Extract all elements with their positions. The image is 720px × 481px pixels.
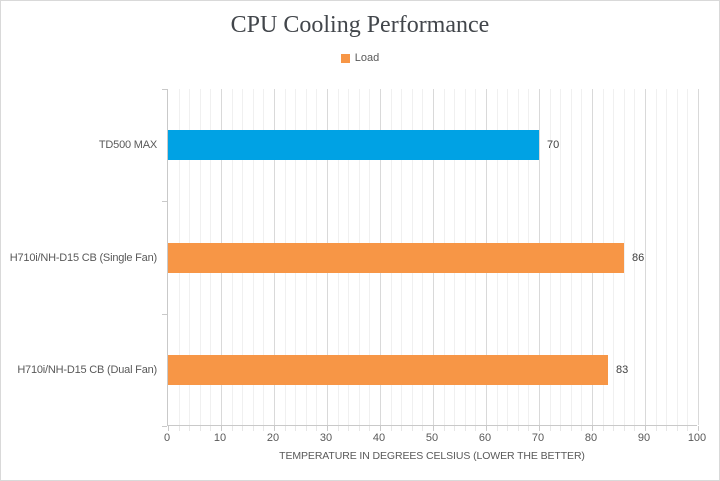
x-axis-tick-label: 70 [531, 432, 545, 444]
gridline-minor [677, 89, 678, 425]
x-tick-mark [624, 426, 625, 431]
x-tick-mark [656, 426, 657, 431]
x-tick-mark [391, 426, 392, 431]
x-tick-mark [581, 426, 582, 431]
gridline-minor [656, 89, 657, 425]
y-tick-mark [162, 314, 167, 315]
x-axis-tick-label: 80 [584, 432, 598, 444]
x-tick-mark [316, 426, 317, 431]
x-tick-mark [433, 426, 434, 431]
bar-value-label: 70 [547, 139, 560, 151]
chart-title: CPU Cooling Performance [230, 12, 490, 38]
bar [168, 243, 624, 273]
x-tick-mark [179, 426, 180, 431]
category-label: H710i/NH-D15 CB (Single Fan) [9, 252, 157, 264]
gridline-minor [634, 89, 635, 425]
x-axis-tick-label: 90 [637, 432, 651, 444]
gridline-minor [624, 89, 625, 425]
gridline-minor [666, 89, 667, 425]
x-axis-tick-label: 100 [687, 432, 707, 444]
x-tick-mark [613, 426, 614, 431]
x-axis-tick-label: 10 [213, 432, 227, 444]
x-tick-mark [210, 426, 211, 431]
x-tick-mark [603, 426, 604, 431]
x-tick-mark [242, 426, 243, 431]
x-tick-mark [687, 426, 688, 431]
x-tick-mark [285, 426, 286, 431]
x-tick-mark [359, 426, 360, 431]
x-tick-mark [677, 426, 678, 431]
x-tick-mark [338, 426, 339, 431]
x-tick-mark [295, 426, 296, 431]
y-tick-mark [162, 89, 167, 90]
bar-value-label: 83 [616, 364, 629, 376]
x-tick-mark [539, 426, 540, 431]
x-tick-mark [454, 426, 455, 431]
x-tick-mark [232, 426, 233, 431]
x-axis-tick-label: 30 [319, 432, 333, 444]
bar [168, 130, 539, 160]
x-tick-mark [412, 426, 413, 431]
x-tick-mark [348, 426, 349, 431]
x-tick-mark [571, 426, 572, 431]
x-tick-mark [306, 426, 307, 431]
x-tick-mark [200, 426, 201, 431]
x-axis-tick-label: 40 [372, 432, 386, 444]
y-tick-mark [162, 201, 167, 202]
x-tick-mark [327, 426, 328, 431]
x-tick-mark [698, 426, 699, 431]
x-axis-tick-label: 60 [478, 432, 492, 444]
x-tick-mark [369, 426, 370, 431]
x-tick-mark [528, 426, 529, 431]
x-axis-tick-label: 0 [163, 432, 171, 444]
bar-value-label: 86 [632, 252, 645, 264]
x-tick-mark [592, 426, 593, 431]
legend-label: Load [354, 52, 380, 64]
x-tick-mark [274, 426, 275, 431]
x-tick-mark [645, 426, 646, 431]
x-tick-mark [444, 426, 445, 431]
x-tick-mark [518, 426, 519, 431]
legend: Load [1, 52, 719, 64]
gridline-major [698, 89, 699, 425]
x-tick-mark [380, 426, 381, 431]
x-tick-mark [486, 426, 487, 431]
x-axis-tick-label: 50 [425, 432, 439, 444]
plot-area: 70 86 83 [162, 89, 699, 431]
gridline-major [645, 89, 646, 425]
x-tick-mark [475, 426, 476, 431]
x-tick-mark [263, 426, 264, 431]
x-axis-title: TEMPERATURE IN DEGREES CELSIUS (LOWER TH… [279, 450, 585, 462]
y-tick-mark [162, 426, 167, 427]
gridline-minor [687, 89, 688, 425]
x-tick-mark [253, 426, 254, 431]
x-tick-mark [422, 426, 423, 431]
bar [168, 355, 608, 385]
x-tick-mark [634, 426, 635, 431]
x-tick-mark [168, 426, 169, 431]
x-tick-mark [550, 426, 551, 431]
x-tick-mark [560, 426, 561, 431]
x-tick-mark [465, 426, 466, 431]
x-tick-mark [221, 426, 222, 431]
x-tick-mark [189, 426, 190, 431]
category-label: TD500 MAX [98, 139, 157, 151]
x-tick-mark [666, 426, 667, 431]
x-axis-tick-label: 20 [266, 432, 280, 444]
category-label: H710i/NH-D15 CB (Dual Fan) [17, 364, 157, 376]
legend-swatch-icon [340, 53, 350, 63]
x-tick-mark [497, 426, 498, 431]
x-tick-mark [507, 426, 508, 431]
x-tick-mark [401, 426, 402, 431]
